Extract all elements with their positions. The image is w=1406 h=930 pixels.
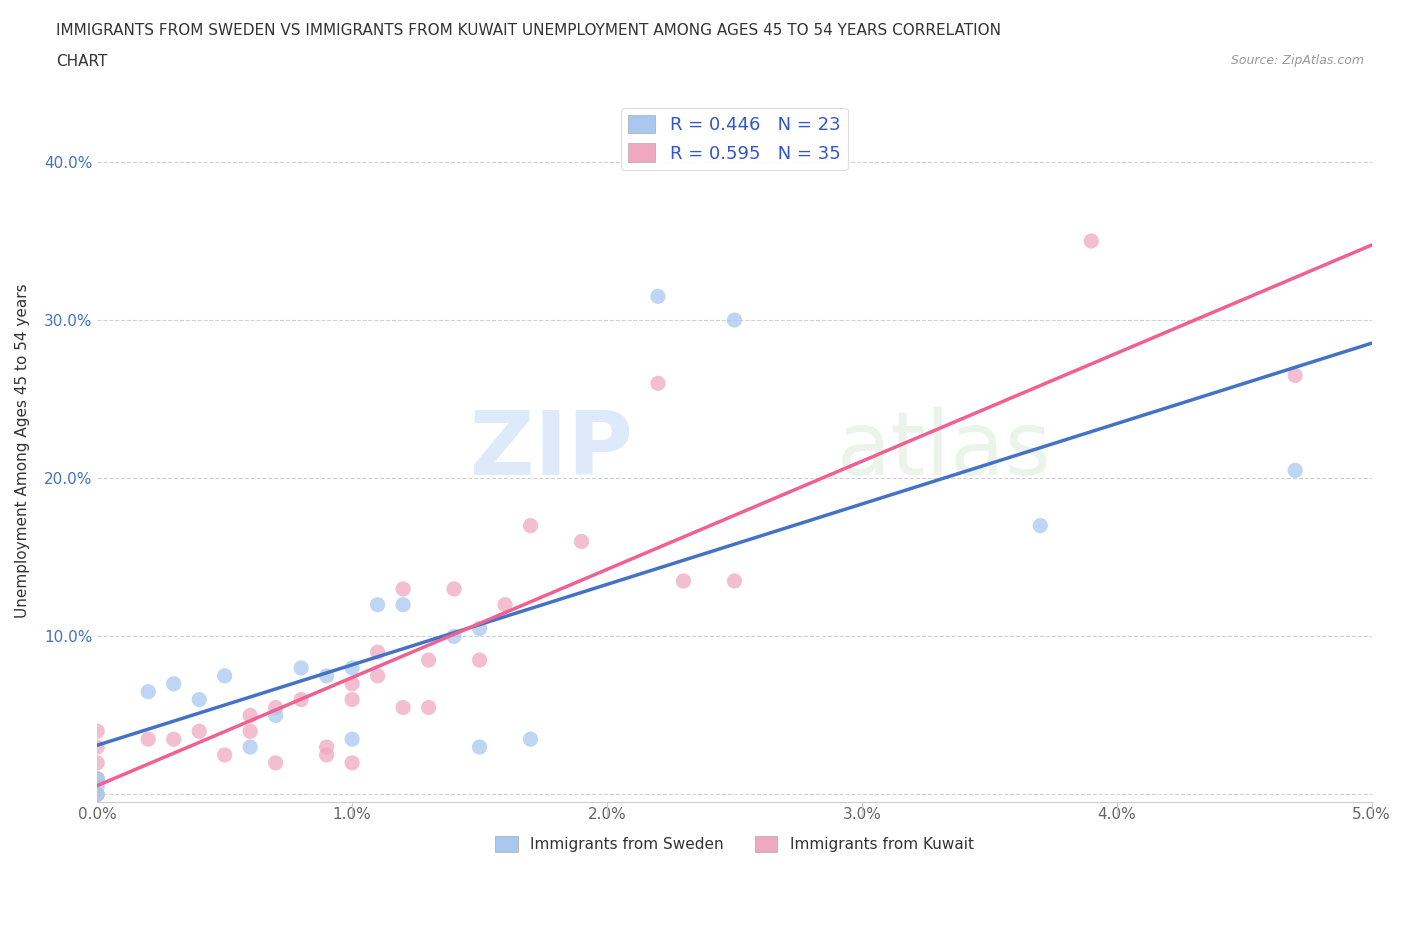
Point [468,621,491,636]
Point [315,669,337,684]
Point [468,653,491,668]
Point [214,669,236,684]
Point [86,787,108,802]
Point [723,574,745,589]
Point [290,660,312,675]
Point [239,724,262,738]
Point [1029,518,1052,533]
Point [392,581,415,596]
Point [392,700,415,715]
Text: CHART: CHART [56,54,108,69]
Point [264,700,287,715]
Point [340,676,363,691]
Point [188,692,211,707]
Point [86,739,108,754]
Point [367,597,389,612]
Point [519,732,541,747]
Point [392,597,415,612]
Point [86,779,108,794]
Point [315,748,337,763]
Point [214,748,236,763]
Point [86,724,108,738]
Text: ZIP: ZIP [470,407,633,494]
Point [86,787,108,802]
Point [239,739,262,754]
Point [367,669,389,684]
Point [163,732,186,747]
Point [1284,368,1306,383]
Point [239,708,262,723]
Point [136,732,159,747]
Point [315,739,337,754]
Point [468,739,491,754]
Point [264,755,287,770]
Point [340,732,363,747]
Point [672,574,695,589]
Point [340,660,363,675]
Point [86,771,108,786]
Point [163,676,186,691]
Point [264,708,287,723]
Point [136,684,159,699]
Point [188,724,211,738]
Point [340,755,363,770]
Point [86,755,108,770]
Point [1284,463,1306,478]
Point [647,289,669,304]
Point [494,597,516,612]
Text: IMMIGRANTS FROM SWEDEN VS IMMIGRANTS FROM KUWAIT UNEMPLOYMENT AMONG AGES 45 TO 5: IMMIGRANTS FROM SWEDEN VS IMMIGRANTS FRO… [56,23,1001,38]
Point [443,629,465,644]
Point [418,653,440,668]
Point [519,518,541,533]
Point [290,692,312,707]
Point [571,534,593,549]
Point [340,692,363,707]
Point [443,581,465,596]
Point [723,312,745,327]
Text: atlas: atlas [837,407,1052,494]
Point [647,376,669,391]
Text: Source: ZipAtlas.com: Source: ZipAtlas.com [1230,54,1364,67]
Y-axis label: Unemployment Among Ages 45 to 54 years: Unemployment Among Ages 45 to 54 years [15,284,30,618]
Point [418,700,440,715]
Point [1080,233,1102,248]
Legend: Immigrants from Sweden, Immigrants from Kuwait: Immigrants from Sweden, Immigrants from … [489,830,980,858]
Point [86,771,108,786]
Point [367,644,389,659]
